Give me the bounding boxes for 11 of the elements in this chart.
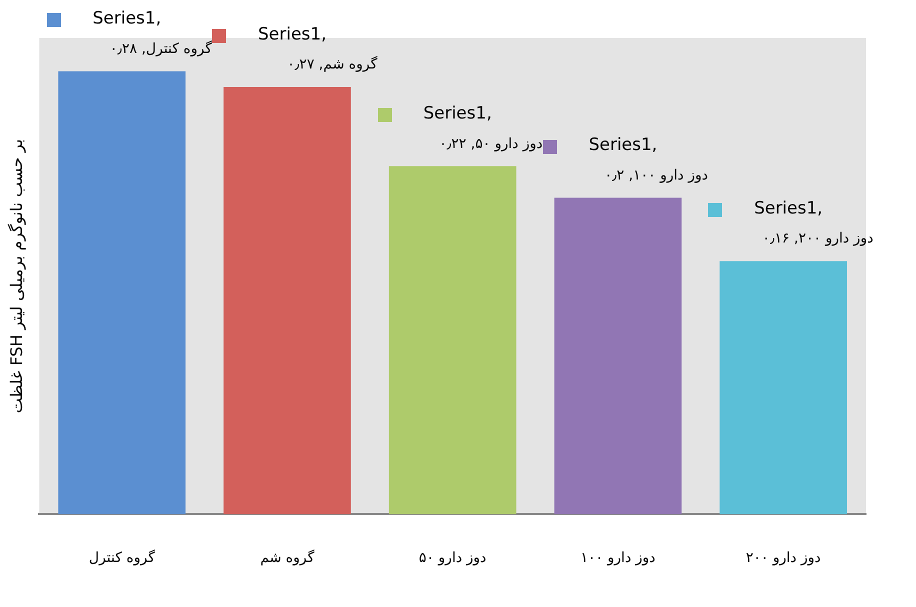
x-tick-label: گروه شم <box>260 549 315 566</box>
x-tick-label: دوز دارو ۱۰۰ <box>580 550 656 566</box>
bar <box>224 87 351 514</box>
x-tick-label: دوز دارو ۵۰ <box>418 550 486 566</box>
x-tick-label: گروه کنترل <box>88 549 156 566</box>
bar <box>58 71 186 514</box>
x-tick-label: دوز دارو ۲۰۰ <box>746 550 821 566</box>
bar <box>388 166 516 514</box>
bar <box>554 198 682 514</box>
y-axis-title: غلظت FSH بر حسب نانوگرم برمیلی لیتر <box>6 138 26 414</box>
bar <box>720 261 847 514</box>
